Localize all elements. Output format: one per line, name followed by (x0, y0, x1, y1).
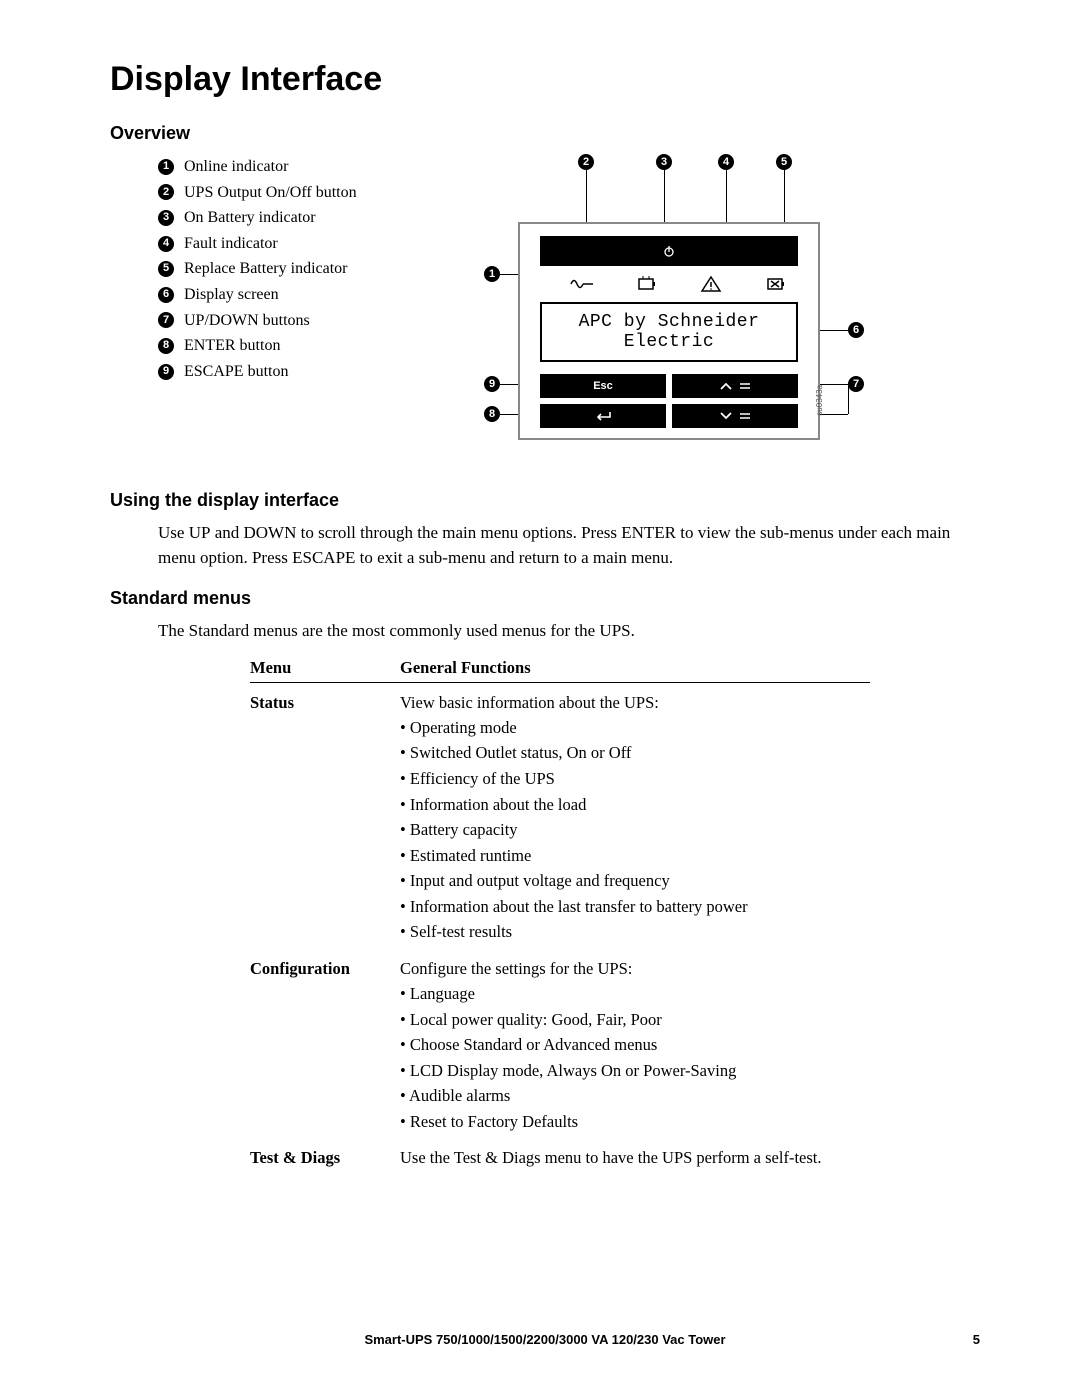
menu-item: Information about the load (400, 792, 870, 818)
legend-label: Display screen (184, 282, 279, 308)
callout-1: 1 (484, 266, 500, 282)
legend-list: 1 Online indicator 2 UPS Output On/Off but… (158, 154, 458, 464)
table-row: Status View basic information about the … (250, 689, 870, 955)
page-title: Display Interface (110, 60, 980, 99)
legend-item: 4 Fault indicator (158, 231, 458, 257)
legend-item: 2 UPS Output On/Off button (158, 180, 458, 206)
table-row: Configuration Configure the settings for… (250, 955, 870, 1144)
menu-item: Battery capacity (400, 817, 870, 843)
menu-item: Input and output voltage and frequency (400, 868, 870, 894)
online-indicator-icon (570, 272, 594, 296)
menu-name: Configuration (250, 959, 400, 1134)
chevron-up-icon (719, 381, 733, 391)
battery-indicator-icon (635, 272, 659, 296)
leader-line (848, 384, 849, 414)
page-footer: Smart-UPS 750/1000/1500/2200/3000 VA 120… (110, 1332, 980, 1347)
legend-label: ESCAPE button (184, 359, 288, 385)
section-standard: Standard menus (110, 588, 980, 609)
display-screen: APC by Schneider Electric (540, 302, 798, 362)
circled-number-6: 6 (158, 287, 174, 303)
menu-item: Efficiency of the UPS (400, 766, 870, 792)
section-using: Using the display interface (110, 490, 980, 511)
circled-number-8: 8 (158, 338, 174, 354)
lines-icon (739, 381, 751, 391)
top-bar (540, 236, 798, 266)
legend-label: On Battery indicator (184, 205, 316, 231)
escape-button[interactable]: Esc (540, 374, 666, 398)
power-icon (662, 244, 676, 258)
circled-number-5: 5 (158, 261, 174, 277)
menu-lead: Configure the settings for the UPS: (400, 959, 632, 978)
legend-item: 6 Display screen (158, 282, 458, 308)
legend-label: UP/DOWN buttons (184, 308, 310, 334)
lines-icon (739, 411, 751, 421)
menu-table: Menu General Functions Status View basic… (250, 658, 870, 1178)
up-button[interactable] (672, 374, 798, 398)
page-number: 5 (950, 1332, 980, 1347)
menu-item: Audible alarms (400, 1083, 870, 1109)
menu-lead: Use the Test & Diags menu to have the UP… (400, 1148, 822, 1167)
legend-label: Online indicator (184, 154, 288, 180)
indicator-row (570, 270, 788, 298)
callout-2: 2 (578, 154, 594, 170)
callout-9: 9 (484, 376, 500, 392)
callout-4: 4 (718, 154, 734, 170)
callout-8: 8 (484, 406, 500, 422)
callout-7: 7 (848, 376, 864, 392)
circled-number-1: 1 (158, 159, 174, 175)
device-diagram: 2 3 4 5 1 6 9 8 7 (478, 154, 908, 464)
device-panel: APC by Schneider Electric Esc (518, 222, 820, 440)
chevron-down-icon (719, 411, 733, 421)
menu-name: Status (250, 693, 400, 945)
menu-item: Local power quality: Good, Fair, Poor (400, 1007, 870, 1033)
legend-label: Fault indicator (184, 231, 278, 257)
circled-number-3: 3 (158, 210, 174, 226)
legend-label: UPS Output On/Off button (184, 180, 357, 206)
table-header-func: General Functions (400, 658, 870, 678)
circled-number-4: 4 (158, 236, 174, 252)
legend-item: 7 UP/DOWN buttons (158, 308, 458, 334)
menu-lead: View basic information about the UPS: (400, 693, 659, 712)
standard-intro: The Standard menus are the most commonly… (158, 619, 980, 644)
legend-item: 1 Online indicator (158, 154, 458, 180)
menu-name: Test & Diags (250, 1148, 400, 1168)
display-line-1: APC by Schneider (579, 312, 760, 332)
menu-item: Reset to Factory Defaults (400, 1109, 870, 1135)
legend-item: 3 On Battery indicator (158, 205, 458, 231)
callout-5: 5 (776, 154, 792, 170)
circled-number-2: 2 (158, 184, 174, 200)
figure-code: su0343a (815, 385, 824, 416)
section-overview: Overview (110, 123, 980, 144)
enter-button[interactable] (540, 404, 666, 428)
menu-item: Estimated runtime (400, 843, 870, 869)
circled-number-9: 9 (158, 364, 174, 380)
circled-number-7: 7 (158, 312, 174, 328)
legend-label: ENTER button (184, 333, 280, 359)
legend-item: 9 ESCAPE button (158, 359, 458, 385)
legend-item: 8 ENTER button (158, 333, 458, 359)
callout-6: 6 (848, 322, 864, 338)
menu-item: Self-test results (400, 919, 870, 945)
menu-item: Operating mode (400, 715, 870, 741)
table-row: Test & Diags Use the Test & Diags menu t… (250, 1144, 870, 1178)
down-button[interactable] (672, 404, 798, 428)
legend-label: Replace Battery indicator (184, 256, 347, 282)
enter-icon (594, 410, 612, 422)
menu-item: Choose Standard or Advanced menus (400, 1032, 870, 1058)
footer-title: Smart-UPS 750/1000/1500/2200/3000 VA 120… (140, 1332, 950, 1347)
legend-item: 5 Replace Battery indicator (158, 256, 458, 282)
replace-battery-icon (764, 272, 788, 296)
menu-item: LCD Display mode, Always On or Power-Sav… (400, 1058, 870, 1084)
menu-item: Language (400, 981, 870, 1007)
using-paragraph: Use UP and DOWN to scroll through the ma… (158, 521, 980, 570)
table-header-menu: Menu (250, 658, 400, 678)
menu-item: Information about the last transfer to b… (400, 894, 870, 920)
callout-3: 3 (656, 154, 672, 170)
fault-indicator-icon (699, 272, 723, 296)
menu-item: Switched Outlet status, On or Off (400, 740, 870, 766)
display-line-2: Electric (624, 332, 714, 352)
